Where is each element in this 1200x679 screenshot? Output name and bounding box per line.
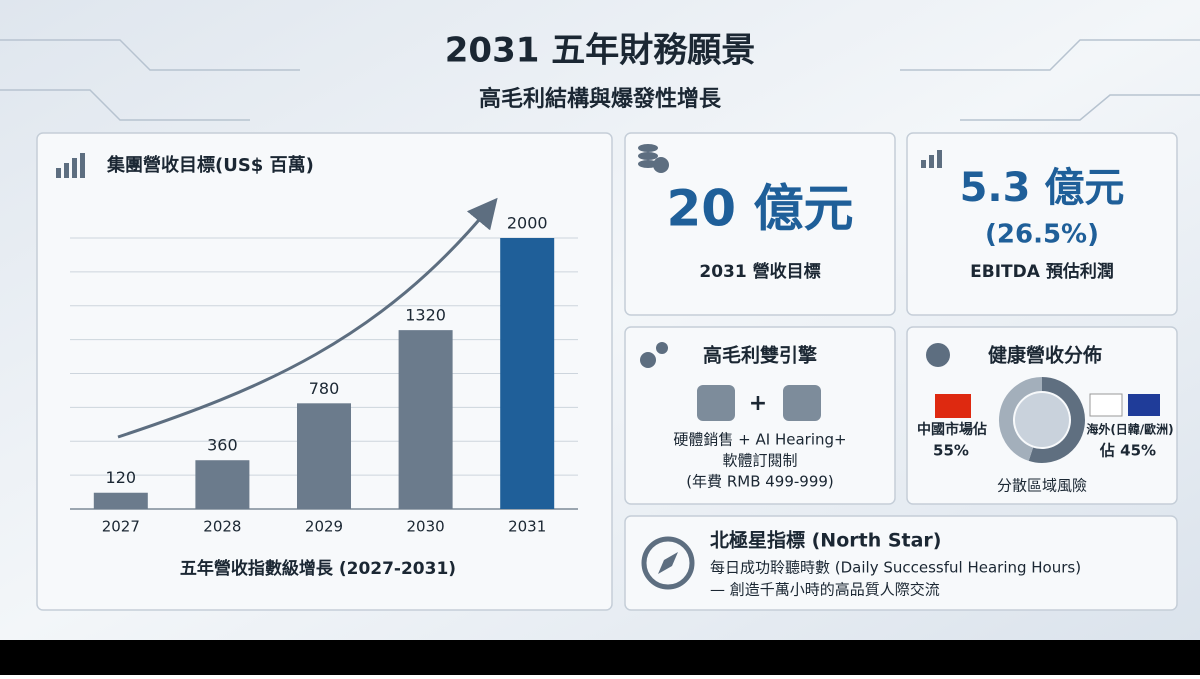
ear-icon (697, 385, 735, 421)
growth-arrow (117, 197, 498, 439)
revenue-card (624, 132, 896, 316)
segment-value: 佔 45% (1099, 442, 1156, 460)
bar (93, 492, 148, 509)
chart-title: 集團營收目標(US$ 百萬) (106, 154, 314, 176)
chart-caption: 五年營收指數級增長 (2027-2031) (180, 558, 456, 579)
distribution-note: 分散區域風險 (997, 477, 1087, 495)
x-tick-label: 2027 (102, 518, 140, 536)
gear-icon (640, 342, 668, 368)
north-star-card (624, 515, 1178, 611)
segment-label: 中國市場佔 (917, 421, 987, 438)
engines-card (624, 326, 896, 505)
segment-label: 海外(日韓/歐洲) (1086, 422, 1173, 437)
eu-flag (1128, 394, 1160, 416)
ebitda-card (906, 132, 1178, 316)
donut-segment (999, 377, 1043, 461)
engine-lines: 硬體銷售 + AI Hearing+ 軟體訂閱制 (年費 RMB 499-999) (673, 431, 846, 491)
ebitda-icon (921, 150, 942, 168)
circuit-decoration (0, 39, 1200, 121)
donut-segment (1028, 377, 1085, 463)
distribution-title: 健康營收分佈 (988, 344, 1102, 367)
x-tick-label: 2028 (203, 518, 241, 536)
donut-center (1015, 393, 1069, 447)
coin-icon (638, 144, 669, 173)
north-star-title: 北極星指標 (North Star) (710, 529, 942, 552)
compass-icon (641, 536, 695, 590)
ebitda-headline: 5.3 億元 (960, 165, 1125, 211)
china-flag (935, 394, 971, 418)
bars: 120 2027 360 2028 780 2029 1320 2030 2000 2031 (93, 214, 555, 536)
x-tick-label: 2031 (508, 518, 546, 536)
revenue-label: 2031 營收目標 (699, 261, 820, 282)
bar (195, 460, 250, 509)
north-star-line: 每日成功聆聽時數 (Daily Successful Hearing Hours… (710, 559, 1081, 577)
value-label: 1320 (405, 306, 446, 325)
plus-sign: + (749, 391, 767, 416)
ebitda-label: EBITDA 預估利潤 (970, 261, 1114, 282)
korea-flag (1089, 393, 1123, 417)
engine-line: 硬體銷售 + AI Hearing+ (673, 431, 846, 449)
engine-line: 軟體訂閱制 (722, 452, 797, 470)
subtitle: 高毛利結構與爆發性增長 (479, 86, 722, 112)
revenue-headline: 20 億元 (667, 180, 854, 238)
value-label: 2000 (507, 214, 548, 233)
app-icon (783, 385, 821, 421)
value-label: 360 (207, 436, 238, 455)
grid (70, 237, 578, 510)
bottom-band (0, 640, 1200, 675)
donut: 中國市場佔 55% 海外(日韓/歐洲) 佔 45% (917, 377, 1174, 463)
value-label: 120 (106, 468, 137, 487)
chart-icon (56, 153, 85, 178)
segment-value: 55% (933, 442, 969, 460)
bar (297, 403, 351, 509)
globe-icon (926, 343, 950, 367)
engine-line: (年費 RMB 499-999) (686, 473, 834, 491)
engines-title: 高毛利雙引擎 (703, 344, 817, 367)
bar (398, 330, 453, 509)
bar (500, 238, 555, 509)
title: 2031 五年財務願景 (445, 31, 755, 71)
north-star-line: — 創造千萬小時的高品質人際交流 (710, 581, 940, 599)
chart-panel (36, 132, 613, 611)
x-tick-label: 2030 (407, 518, 445, 536)
value-label: 780 (309, 379, 340, 398)
x-tick-label: 2029 (305, 518, 343, 536)
compass-needle (658, 552, 678, 574)
ebitda-percent: (26.5%) (985, 220, 1099, 250)
